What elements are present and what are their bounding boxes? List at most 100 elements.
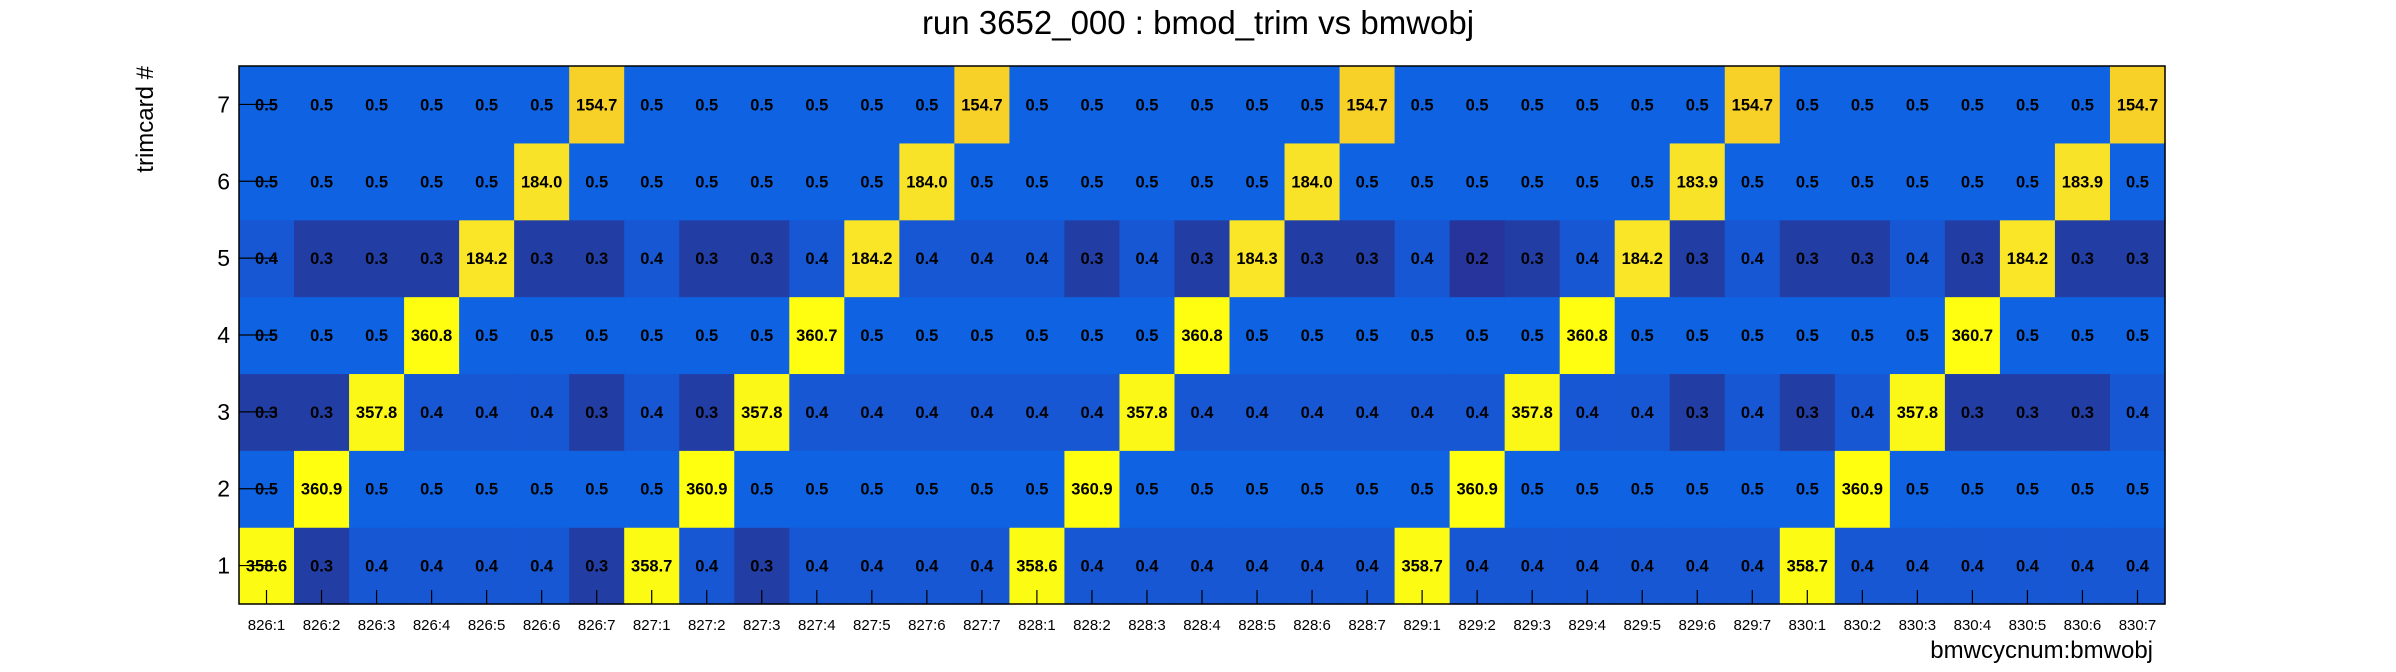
heatmap-cell: [1559, 450, 1616, 528]
cell-value-label: 0.5: [1025, 96, 1048, 114]
cell-value-label: 0.4: [1356, 404, 1380, 422]
heatmap-cell: [1504, 142, 1561, 221]
heatmap-cell: [954, 66, 1010, 144]
heatmap-cell: [1559, 142, 1616, 221]
cell-value-label: 0.5: [2126, 173, 2149, 191]
cell-value-label: 0.5: [1906, 327, 1929, 345]
heatmap-cell: [844, 142, 900, 221]
x-tick-label: 826:5: [468, 617, 506, 634]
x-tick-label: 830:6: [2064, 617, 2102, 634]
cell-value-label: 0.5: [640, 481, 663, 499]
cell-value-label: 0.5: [915, 327, 938, 345]
x-tick-label: 826:4: [413, 617, 451, 634]
cell-value-label: 0.3: [585, 404, 608, 422]
heatmap-cell: [1834, 219, 1891, 298]
cell-value-label: 0.5: [1521, 481, 1544, 499]
cell-value-label: 0.5: [695, 173, 718, 191]
cell-value-label: 0.4: [1191, 404, 1215, 422]
heatmap-cell: [1064, 373, 1121, 451]
cell-value-label: 360.9: [1071, 481, 1112, 499]
cell-value-label: 360.7: [1952, 327, 1993, 345]
cell-value-label: 0.4: [420, 558, 444, 576]
cell-value-label: 0.4: [1411, 404, 1435, 422]
heatmap-cell: [1449, 373, 1506, 451]
cell-value-label: 0.5: [1576, 173, 1599, 191]
heatmap-cell: [1284, 219, 1341, 298]
x-tick-label: 827:4: [798, 617, 836, 634]
heatmap-cell: [1174, 219, 1231, 298]
cell-value-label: 184.3: [1236, 250, 1277, 268]
heatmap-cell: [954, 142, 1010, 221]
cell-value-label: 0.4: [2071, 558, 2095, 576]
cell-value-label: 0.5: [420, 481, 443, 499]
cell-value-label: 0.4: [255, 250, 279, 268]
heatmap-cell: [1009, 373, 1066, 451]
cell-value-label: 0.5: [420, 96, 443, 114]
heatmap-cell: [679, 296, 735, 375]
heatmap-cell: [789, 373, 845, 451]
heatmap-cell: [734, 66, 790, 144]
cell-value-label: 0.3: [530, 250, 553, 268]
heatmap-cell: [624, 142, 680, 221]
heatmap-cell: [1064, 142, 1121, 221]
x-tick-label: 826:1: [248, 617, 286, 634]
cell-value-label: 0.3: [1961, 250, 1984, 268]
heatmap-cell: [844, 296, 900, 375]
heatmap-cell: [1944, 373, 2001, 451]
heatmap-cell: [734, 296, 790, 375]
cell-value-label: 358.6: [1016, 558, 1057, 576]
x-tick-label: 830:7: [2119, 617, 2157, 634]
cell-value-label: 0.5: [860, 173, 883, 191]
cell-value-label: 0.5: [585, 173, 608, 191]
heatmap-cell: [1064, 296, 1121, 375]
cell-value-label: 0.5: [1246, 481, 1269, 499]
cell-value-label: 0.5: [1851, 327, 1874, 345]
cell-value-label: 0.5: [2071, 327, 2094, 345]
cell-value-label: 0.4: [860, 558, 884, 576]
cell-value-label: 0.4: [970, 404, 994, 422]
heatmap-cell: [844, 66, 900, 144]
heatmap-cell: [1834, 66, 1891, 144]
cell-value-label: 0.5: [2016, 173, 2039, 191]
cell-value-label: 0.5: [1246, 327, 1269, 345]
cell-value-label: 0.5: [1025, 173, 1048, 191]
cell-value-label: 0.5: [640, 327, 663, 345]
cell-value-label: 0.4: [1631, 404, 1655, 422]
heatmap-cell: [459, 142, 515, 221]
heatmap-cell: [679, 219, 735, 298]
x-tick-label: 827:6: [908, 617, 946, 634]
heatmap-cell: [1724, 296, 1781, 375]
cell-value-label: 0.4: [805, 250, 829, 268]
heatmap-cell: [1339, 296, 1396, 375]
cell-value-label: 0.5: [805, 481, 828, 499]
cell-value-label: 0.5: [420, 173, 443, 191]
heatmap-cell: [569, 373, 625, 451]
cell-value-label: 0.4: [475, 404, 499, 422]
cell-value-label: 0.3: [310, 558, 333, 576]
cell-value-label: 0.3: [2016, 404, 2039, 422]
cell-value-label: 0.5: [1411, 96, 1434, 114]
cell-value-label: 0.5: [750, 481, 773, 499]
heatmap-cell: [569, 66, 625, 144]
heatmap-cell: [349, 296, 405, 375]
heatmap-cell: [1394, 296, 1451, 375]
cell-value-label: 360.8: [411, 327, 452, 345]
heatmap-cell: [1999, 219, 2056, 298]
cell-value-label: 0.4: [695, 558, 719, 576]
heatmap-cell: [1174, 373, 1231, 451]
cell-value-label: 0.3: [365, 250, 388, 268]
cell-value-label: 0.5: [530, 481, 553, 499]
cell-value-label: 0.4: [1025, 404, 1049, 422]
heatmap-cell: [1724, 373, 1781, 451]
cell-value-label: 0.4: [915, 558, 939, 576]
x-tick-label: 828:7: [1348, 617, 1386, 634]
cell-value-label: 0.5: [1576, 96, 1599, 114]
cell-value-label: 0.5: [2016, 327, 2039, 345]
heatmap-cell: [2109, 373, 2166, 451]
cell-value-label: 0.4: [1741, 558, 1765, 576]
heatmap-cell: [734, 142, 790, 221]
cell-value-label: 360.8: [1181, 327, 1222, 345]
heatmap-cell: [1394, 219, 1451, 298]
cell-value-label: 154.7: [2117, 96, 2158, 114]
cell-value-label: 0.3: [1686, 250, 1709, 268]
